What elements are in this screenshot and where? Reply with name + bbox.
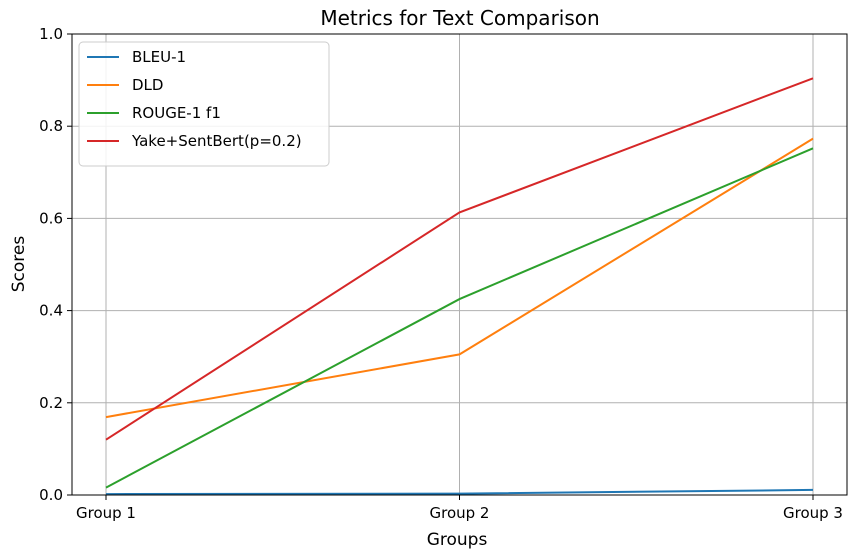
x-tick-label: Group 1 <box>76 504 136 522</box>
y-tick-label: 1.0 <box>39 25 63 43</box>
y-axis: 0.0 0.2 0.4 0.6 0.8 1.0 <box>39 25 72 504</box>
legend-label: DLD <box>132 76 163 94</box>
legend-box <box>78 41 330 167</box>
legend-label: ROUGE-1 f1 <box>132 104 221 122</box>
x-tick-label: Group 3 <box>783 504 843 522</box>
series-line <box>105 488 814 496</box>
series-lines <box>105 77 814 496</box>
legend-label: Yake+SentBert(p=0.2) <box>131 132 302 150</box>
legend: BLEU-1 DLD ROUGE-1 f1 Yake+SentBert(p=0.2) <box>78 41 330 167</box>
series-line <box>105 147 814 489</box>
x-tick-label: Group 2 <box>430 504 490 522</box>
chart-title: Metrics for Text Comparison <box>320 6 599 30</box>
legend-label: BLEU-1 <box>132 48 186 66</box>
y-tick-label: 0.8 <box>39 117 63 135</box>
x-axis-label: Groups <box>427 530 488 550</box>
y-tick-label: 0.2 <box>39 394 63 412</box>
series-line <box>105 137 814 419</box>
y-tick-label: 0.6 <box>39 209 63 227</box>
y-tick-label: 0.4 <box>39 302 63 320</box>
y-axis-label: Scores <box>9 236 29 293</box>
x-axis: Group 1 Group 2 Group 3 <box>76 495 843 522</box>
series-line <box>105 77 814 441</box>
y-tick-label: 0.0 <box>39 486 63 504</box>
